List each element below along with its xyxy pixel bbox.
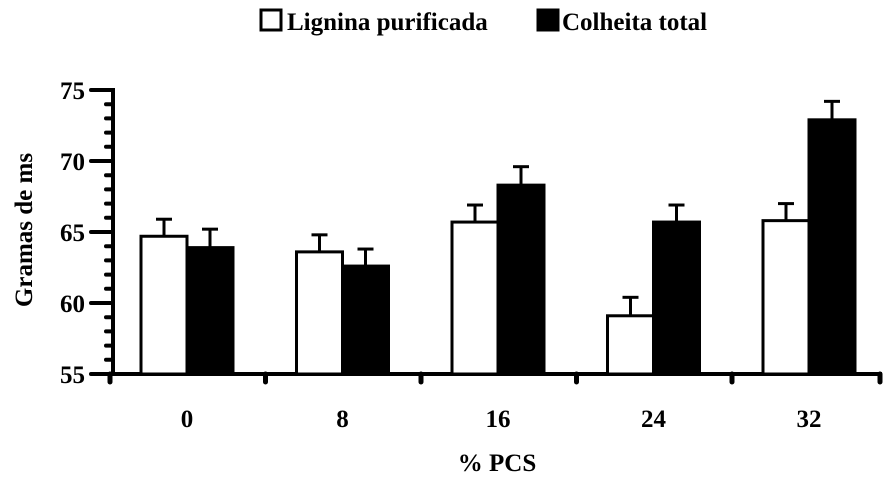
bar-lignina-purificada (606, 314, 655, 376)
x-axis-title: % PCS (458, 450, 536, 477)
bar-lignina-purificada (295, 250, 344, 376)
y-tick-label: 70 (60, 149, 85, 176)
legend-swatch-lignina-purificada (259, 8, 283, 32)
x-tick-label: 0 (181, 406, 194, 433)
bar-colheita-total (185, 246, 235, 376)
legend-swatch-colheita-total (536, 8, 560, 32)
legend-label-colheita-total: Colheita total (562, 9, 707, 36)
bar-colheita-total (652, 220, 701, 376)
legend-label-lignina-purificada: Lignina purificada (287, 9, 488, 36)
x-tick-label: 16 (486, 406, 511, 433)
y-axis-title: Gramas de ms (11, 153, 38, 307)
bar-colheita-total (496, 183, 546, 376)
y-tick-label: 65 (60, 220, 85, 247)
bar-colheita-total (807, 118, 857, 376)
bar-lignina-purificada (761, 219, 811, 376)
bar-lignina-purificada (450, 220, 500, 376)
bar-colheita-total (341, 264, 390, 376)
x-tick-label: 24 (641, 406, 667, 433)
chart-legend: Lignina purificada Colheita total (259, 8, 707, 36)
bar-lignina-purificada (139, 234, 189, 376)
y-tick-label: 55 (60, 362, 85, 389)
y-tick-label: 75 (60, 78, 85, 105)
plot-area: 55 60 65 70 75 0 8 16 24 32 (60, 78, 883, 433)
x-tick-label: 32 (797, 406, 822, 433)
x-tick-label: 8 (336, 406, 349, 433)
y-tick-label: 60 (60, 291, 85, 318)
